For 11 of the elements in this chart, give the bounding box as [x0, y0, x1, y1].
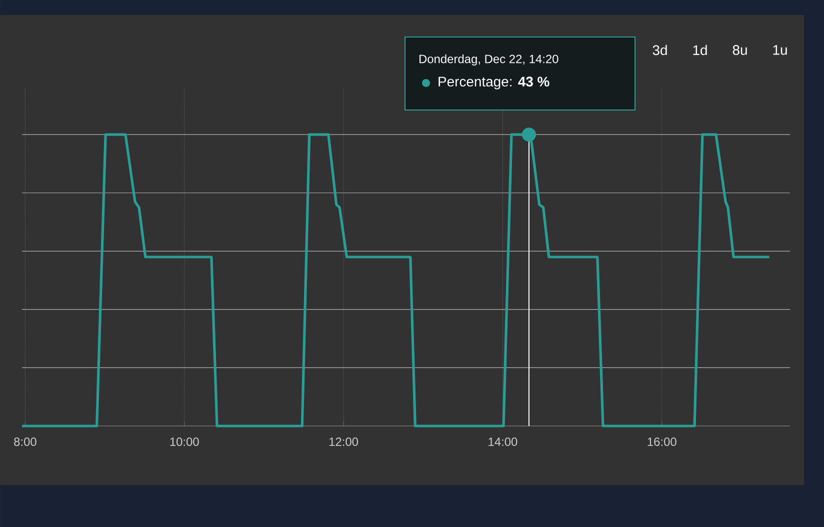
- x-tick-label: 12:00: [329, 438, 358, 446]
- x-tick-label: 14:00: [488, 438, 518, 446]
- text: 1u: [773, 45, 787, 55]
- x-tick-label: 16:00: [648, 438, 676, 446]
- text: Percentage: 43 %: [438, 76, 550, 90]
- x-tick-label: 10:00: [170, 438, 199, 446]
- text: Donderdag, Dec 22, 14:20: [420, 54, 558, 66]
- text: 8u: [732, 45, 747, 55]
- text: 1d: [693, 44, 707, 56]
- text: 3d: [652, 44, 667, 56]
- x-tick-label: 8:00: [14, 438, 36, 446]
